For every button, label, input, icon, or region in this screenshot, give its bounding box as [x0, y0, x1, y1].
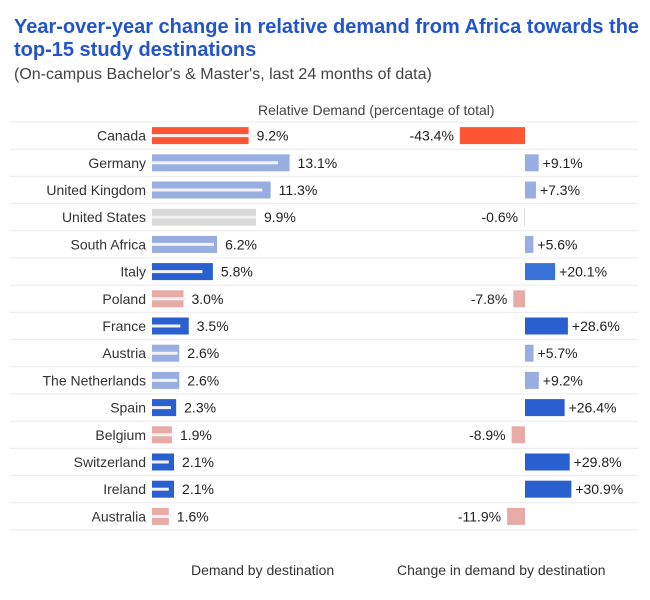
change-bar	[525, 235, 534, 253]
chart-subtitle: (On-campus Bachelor's & Master's, last 2…	[14, 66, 432, 83]
demand-value-label: 3.0%	[192, 291, 224, 307]
category-label: Belgium	[95, 427, 146, 443]
demand-value-label: 5.8%	[221, 264, 253, 280]
previous-demand-marker	[152, 351, 178, 355]
change-value-label: +5.7%	[538, 345, 578, 361]
demand-value-label: 11.3%	[279, 182, 318, 198]
footer-change-label: Change in demand by destination	[397, 562, 606, 578]
category-label: United States	[62, 209, 146, 225]
previous-demand-marker	[152, 378, 178, 382]
change-bar	[525, 453, 570, 471]
demand-value-label: 2.1%	[182, 454, 214, 470]
demand-value-label: 1.9%	[180, 427, 212, 443]
change-bar	[507, 507, 525, 525]
change-value-label: -0.6%	[482, 209, 519, 225]
change-value-label: -8.9%	[469, 427, 506, 443]
previous-demand-marker	[152, 324, 181, 328]
change-bar	[459, 127, 525, 145]
change-bar	[511, 426, 525, 444]
change-bar	[525, 154, 539, 172]
change-value-label: +7.3%	[540, 182, 580, 198]
demand-value-label: 2.6%	[187, 372, 219, 388]
previous-demand-marker	[152, 161, 278, 165]
change-bar	[525, 181, 536, 199]
demand-value-label: 6.2%	[225, 236, 257, 252]
previous-demand-marker	[152, 433, 174, 437]
category-label: Ireland	[103, 481, 146, 497]
change-value-label: +9.1%	[543, 155, 583, 171]
previous-demand-marker	[152, 406, 171, 410]
demand-value-label: 2.3%	[184, 400, 216, 416]
category-label: Poland	[102, 291, 146, 307]
category-label: Germany	[88, 155, 146, 171]
category-label: France	[102, 318, 146, 334]
category-label: Austria	[102, 345, 146, 361]
change-value-label: +20.1%	[559, 264, 607, 280]
category-label: South Africa	[71, 236, 147, 252]
change-bar	[525, 263, 556, 281]
demand-value-label: 3.5%	[197, 318, 229, 334]
change-bar	[525, 344, 534, 362]
previous-demand-marker	[152, 134, 257, 138]
change-bar	[525, 371, 539, 389]
change-bar	[525, 317, 568, 335]
change-bar	[524, 208, 525, 226]
previous-demand-marker	[152, 487, 169, 491]
change-value-label: -43.4%	[410, 128, 454, 144]
category-label: Australia	[92, 508, 147, 524]
change-value-label: -11.9%	[458, 508, 501, 524]
demand-value-label: 2.1%	[182, 481, 214, 497]
category-label: Italy	[120, 264, 146, 280]
previous-demand-marker	[152, 297, 187, 301]
footer-demand-label: Demand by destination	[191, 562, 335, 578]
chart-title: Year-over-year change in relative demand…	[14, 16, 640, 61]
change-bar	[525, 480, 572, 498]
change-value-label: +29.8%	[574, 454, 622, 470]
category-label: Switzerland	[74, 454, 146, 470]
demand-value-label: 13.1%	[298, 155, 338, 171]
previous-demand-marker	[152, 270, 203, 274]
change-value-label: +26.4%	[569, 400, 617, 416]
demand-value-label: 1.6%	[177, 508, 209, 524]
previous-demand-marker	[152, 188, 263, 192]
category-label: Spain	[110, 400, 146, 416]
change-bar	[525, 399, 565, 417]
change-value-label: +30.9%	[575, 481, 623, 497]
change-value-label: -7.8%	[471, 291, 508, 307]
demand-value-label: 2.6%	[187, 345, 219, 361]
demand-value-label: 9.9%	[264, 209, 296, 225]
demand-axis-title: Relative Demand (percentage of total)	[258, 102, 495, 118]
category-label: Canada	[97, 128, 146, 144]
category-label: United Kingdom	[46, 182, 146, 198]
change-value-label: +5.6%	[537, 236, 577, 252]
previous-demand-marker	[152, 514, 171, 518]
change-value-label: +9.2%	[543, 372, 583, 388]
demand-value-label: 9.2%	[257, 128, 289, 144]
change-value-label: +28.6%	[572, 318, 620, 334]
previous-demand-marker	[152, 242, 214, 246]
previous-demand-marker	[152, 215, 256, 219]
previous-demand-marker	[152, 460, 169, 464]
category-label: The Netherlands	[42, 372, 146, 388]
change-bar	[513, 290, 525, 308]
